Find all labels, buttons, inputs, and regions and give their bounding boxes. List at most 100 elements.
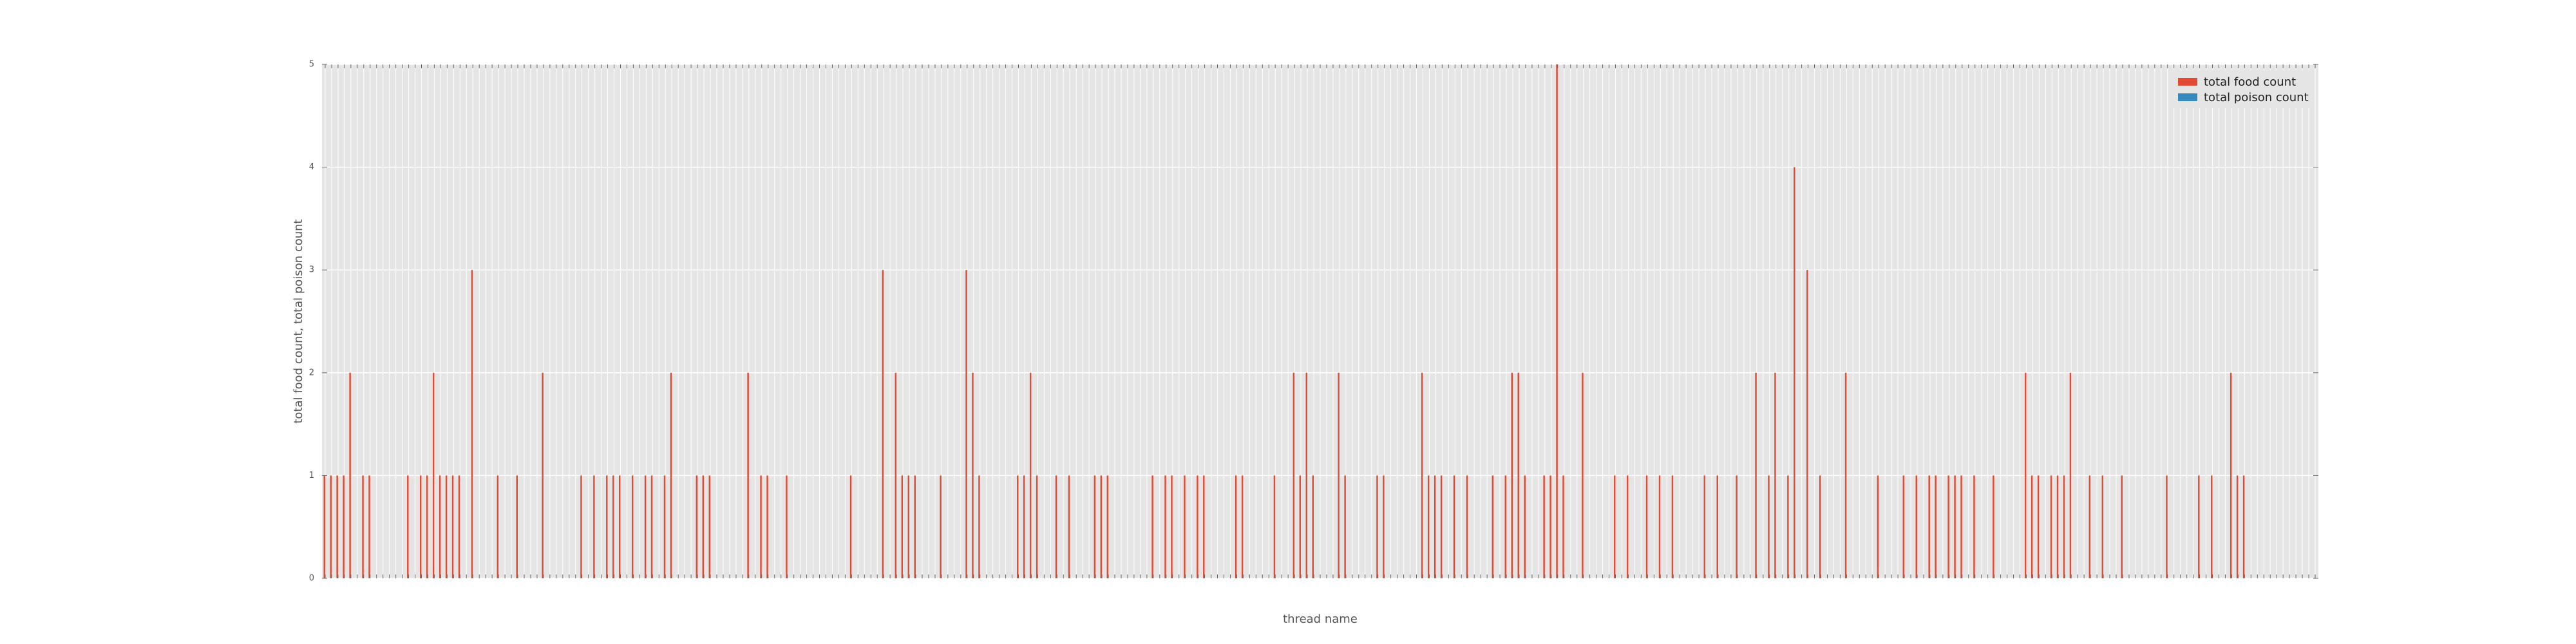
bar: [2050, 475, 2052, 578]
bar: [1453, 475, 1455, 578]
bar: [1902, 475, 1905, 578]
bar: [644, 475, 647, 578]
bar: [1947, 475, 1949, 578]
y-tick-label: 5: [309, 60, 314, 70]
bar: [702, 475, 705, 578]
bar: [766, 475, 768, 578]
bar: [1582, 372, 1584, 578]
bar: [1614, 475, 1616, 578]
bar: [1543, 475, 1545, 578]
x-axis-label: thread name: [1283, 612, 1358, 626]
bar: [1017, 475, 1019, 578]
bar: [907, 475, 910, 578]
bar: [1376, 475, 1378, 578]
legend-label: total poison count: [2204, 91, 2309, 104]
legend-swatch: [2178, 93, 2197, 101]
bar: [1338, 372, 1340, 578]
bar: [1029, 372, 1032, 578]
bar: [1421, 372, 1423, 578]
bar: [2198, 475, 2200, 578]
bar: [516, 475, 518, 578]
bar: [1716, 475, 1719, 578]
bar: [1524, 475, 1526, 578]
bar: [1844, 372, 1847, 578]
bar: [362, 475, 364, 578]
bar: [2056, 475, 2059, 578]
bar: [1549, 475, 1551, 578]
bar: [1993, 475, 1994, 578]
bar: [1273, 475, 1276, 578]
bar: [1819, 475, 1821, 578]
bar: [336, 475, 338, 578]
bar: [670, 372, 672, 578]
bar: [1100, 475, 1103, 578]
bar: [1928, 475, 1930, 578]
bar: [882, 270, 884, 578]
legend-label: total food count: [2204, 75, 2296, 89]
legend-swatch: [2178, 78, 2197, 86]
bar: [1036, 475, 1038, 578]
bar: [747, 372, 749, 578]
bar: [420, 475, 422, 578]
bar: [1434, 475, 1436, 578]
bar: [323, 475, 325, 578]
bar: [760, 475, 762, 578]
bar: [1658, 475, 1661, 578]
bar: [1806, 270, 1808, 578]
bar: [451, 475, 454, 578]
bar: [1960, 475, 1962, 578]
bar: [330, 475, 332, 578]
y-tick-label: 1: [309, 471, 314, 480]
bar: [1203, 475, 1205, 578]
bar: [696, 475, 698, 578]
bar: [368, 475, 370, 578]
bar: [1164, 475, 1166, 578]
axes: 0 1 2 3 4 5: [309, 60, 2318, 583]
bar: [471, 270, 473, 578]
bar: [1151, 475, 1153, 578]
bar: [593, 475, 595, 578]
bar: [1935, 475, 1937, 578]
bar: [940, 475, 942, 578]
bar: [1787, 475, 1789, 578]
bar: [349, 372, 351, 578]
bar: [650, 475, 653, 578]
bar: [542, 372, 544, 578]
bar: [2088, 475, 2091, 578]
bar: [1068, 475, 1070, 578]
bar: [1197, 475, 1198, 578]
bar: [1383, 475, 1385, 578]
bar: [1427, 475, 1430, 578]
bar: [1645, 475, 1648, 578]
bar: [1094, 475, 1096, 578]
bar: [1492, 475, 1494, 578]
bars: [323, 64, 2245, 579]
bar: [2230, 372, 2232, 578]
bar: [1626, 475, 1629, 578]
bar: [1305, 372, 1308, 578]
bar: [2037, 475, 2040, 578]
bar: [1466, 475, 1468, 578]
bar: [914, 475, 916, 578]
bar: [432, 372, 435, 578]
bar: [606, 475, 608, 578]
bar: [619, 475, 621, 578]
bar: [2063, 475, 2065, 578]
bar: [1171, 475, 1173, 578]
bar: [1755, 372, 1757, 578]
bar: [407, 475, 409, 578]
bar: [1736, 475, 1738, 578]
legend: total food count total poison count: [2173, 70, 2315, 108]
bar: [895, 372, 897, 578]
bar: [1562, 475, 1564, 578]
bar: [1235, 475, 1237, 578]
bar: [1973, 475, 1975, 578]
bar: [1671, 475, 1674, 578]
bar: [2031, 475, 2033, 578]
bar: [2024, 372, 2027, 578]
bar: [901, 475, 904, 578]
bar: [1023, 475, 1025, 578]
bar: [1774, 372, 1776, 578]
bar: [439, 475, 441, 578]
